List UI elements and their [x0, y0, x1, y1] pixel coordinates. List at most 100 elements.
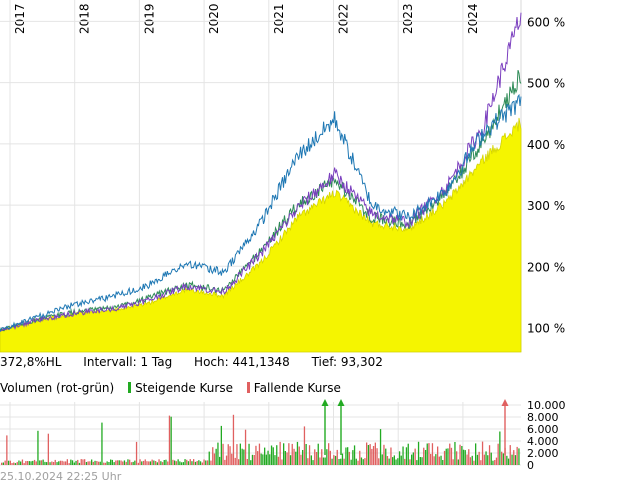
volume-bar [23, 463, 25, 465]
volume-bar [73, 462, 75, 465]
volume-bar [215, 448, 217, 465]
volume-bar [333, 455, 335, 465]
volume-bar [167, 461, 169, 465]
volume-bar [504, 447, 506, 465]
rising-label: Steigende Kurse [135, 381, 233, 395]
volume-bar [212, 447, 214, 465]
volume-bar [277, 456, 280, 465]
volume-bar [54, 459, 56, 465]
timestamp: 25.10.2024 22:25 Uhr [0, 470, 122, 483]
volume-bar [485, 451, 487, 465]
volume-bar [52, 462, 55, 465]
volume-bar [91, 459, 93, 465]
volume-bar [142, 460, 145, 465]
volume-bar [321, 449, 323, 465]
volume-bar [442, 460, 444, 465]
volume-title: Volumen (rot-grün) [0, 381, 115, 395]
volume-bar [238, 459, 240, 465]
volume-bar [445, 448, 447, 465]
volume-bar [364, 458, 366, 465]
volume-bar [322, 457, 325, 465]
volume-bar [279, 441, 281, 465]
volume-bar [428, 443, 430, 465]
volume-bar [395, 459, 397, 465]
volume-bar [305, 444, 307, 465]
volume-bar [359, 450, 361, 465]
volume-bar [134, 460, 136, 465]
volume-bar [139, 459, 141, 465]
volume-bar [129, 459, 131, 465]
volume-bar [101, 422, 103, 465]
volume-bar [298, 446, 300, 465]
volume-bar [404, 458, 406, 465]
volume-bar [234, 457, 236, 465]
volume-bar [170, 416, 172, 465]
volume-bar [172, 459, 174, 465]
info-line: 372,8%HL Intervall: 1 Tag Hoch: 441,1348… [0, 355, 401, 369]
volume-bar [113, 462, 115, 465]
volume-bar [291, 443, 293, 465]
volume-bar [96, 461, 98, 465]
volume-bar [360, 457, 363, 465]
series-area [0, 117, 522, 353]
volume-bar [175, 461, 177, 465]
volume-tick-label: 6.000 [527, 423, 559, 436]
volume-bar [409, 459, 411, 465]
volume-bar [225, 455, 228, 465]
volume-bar [514, 455, 517, 465]
volume-bar [196, 461, 198, 465]
x-tick-label: 2019 [142, 3, 156, 34]
volume-bar [161, 462, 164, 465]
volume-bar [193, 459, 195, 465]
volume-bar [122, 461, 124, 465]
volume-bar [495, 457, 498, 465]
volume-bar [481, 441, 484, 465]
volume-bar [155, 461, 157, 465]
volume-tick-label: 2.000 [527, 447, 559, 460]
volume-bar [61, 460, 63, 465]
volume-bar [25, 461, 27, 465]
volume-bar [347, 447, 349, 465]
volume-bar [334, 455, 337, 465]
volume-bar [6, 435, 8, 465]
volume-bar [518, 448, 520, 465]
volume-bar [132, 461, 134, 465]
volume-bar [71, 460, 74, 465]
volume-bar [253, 455, 255, 465]
volume-bar [111, 459, 113, 465]
volume-bar [462, 449, 465, 465]
volume-bar [92, 461, 94, 465]
volume-bar [84, 459, 86, 465]
volume-bar [158, 459, 160, 465]
volume-bar [21, 459, 24, 465]
volume-bar [14, 463, 17, 465]
volume-bar [295, 451, 297, 465]
volume-bar [336, 449, 338, 465]
volume-bar [35, 461, 37, 465]
volume-bar [180, 462, 183, 465]
volume-bar [407, 443, 409, 465]
volume-bar [412, 452, 414, 465]
volume-bar [426, 443, 428, 465]
volume-bar [423, 447, 425, 465]
volume-bar [405, 447, 408, 465]
volume-bar [40, 460, 43, 465]
volume-bar [127, 459, 129, 465]
volume-bar [146, 461, 148, 465]
volume-bar [16, 462, 18, 465]
volume-bar [402, 446, 404, 465]
volume-bar [13, 462, 15, 465]
volume-bar [120, 460, 122, 465]
volume-bar [289, 455, 292, 465]
volume-bar [4, 460, 6, 465]
volume-bar [251, 454, 254, 465]
volume-bar [345, 447, 347, 465]
volume-tick-label: 0 [527, 459, 534, 472]
volume-bar [194, 461, 197, 465]
volume-bar [260, 453, 262, 465]
volume-bar [447, 448, 449, 465]
volume-bar [315, 452, 318, 465]
volume-bar [341, 453, 344, 465]
volume-bar [135, 441, 138, 465]
volume-bar [213, 453, 216, 465]
